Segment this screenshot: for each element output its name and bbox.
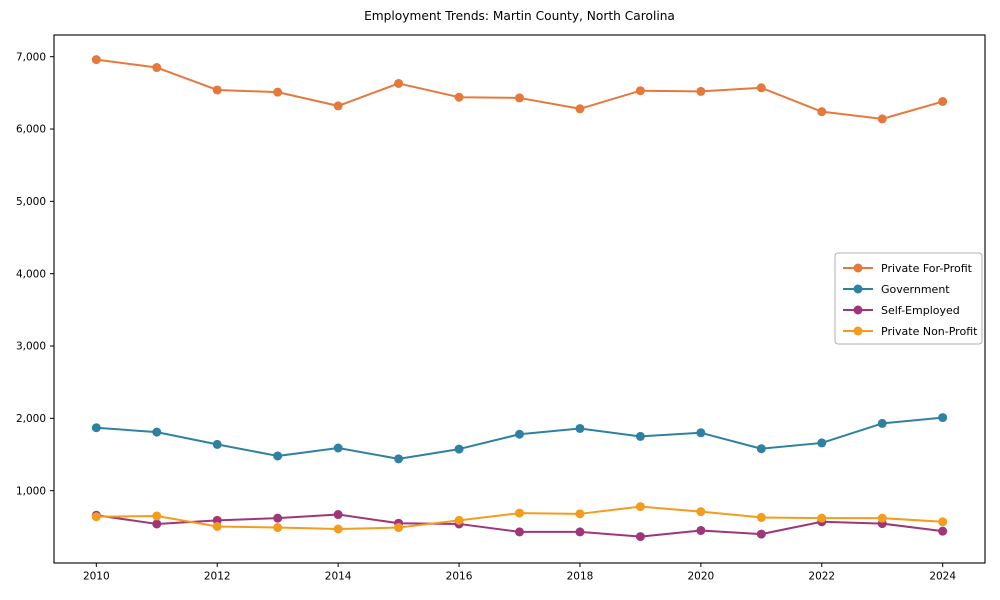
data-point-marker <box>212 439 222 449</box>
y-tick-label: 4,000 <box>16 268 46 280</box>
legend-marker-icon <box>853 326 863 336</box>
x-tick-label: 2024 <box>929 571 956 583</box>
data-point-marker <box>273 87 283 97</box>
data-point-marker <box>635 502 645 512</box>
data-point-marker <box>575 527 585 537</box>
legend-item-label: Self-Employed <box>881 304 960 317</box>
y-tick-label: 5,000 <box>16 196 46 208</box>
data-point-marker <box>515 429 524 439</box>
data-point-marker <box>333 101 343 111</box>
y-tick-label: 7,000 <box>16 51 46 63</box>
data-point-marker <box>817 107 827 117</box>
x-tick-label: 2012 <box>204 571 231 583</box>
data-point-marker <box>635 431 645 441</box>
legend-item-label: Private For-Profit <box>881 262 973 275</box>
data-point-marker <box>515 527 524 537</box>
x-tick-label: 2020 <box>687 571 714 583</box>
data-point-marker <box>394 454 404 464</box>
data-point-marker <box>877 114 887 124</box>
y-tick-label: 1,000 <box>16 485 46 497</box>
data-point-marker <box>212 85 222 95</box>
data-point-marker <box>394 78 404 88</box>
data-point-marker <box>91 55 101 65</box>
data-point-marker <box>333 443 343 453</box>
legend-marker-icon <box>853 263 863 273</box>
legend-item-label: Private Non-Profit <box>881 325 978 338</box>
data-point-marker <box>273 451 283 461</box>
data-point-marker <box>454 92 464 102</box>
data-point-marker <box>454 515 464 525</box>
data-point-marker <box>454 444 464 454</box>
data-point-marker <box>938 97 948 107</box>
data-point-marker <box>938 517 948 527</box>
data-point-marker <box>817 513 827 523</box>
data-point-marker <box>273 513 283 523</box>
y-tick-label: 3,000 <box>16 341 46 353</box>
data-point-marker <box>152 427 162 437</box>
legend-item-label: Government <box>881 283 950 296</box>
legend-box <box>834 252 983 345</box>
series-line-private-for-profit <box>95 58 944 120</box>
data-point-marker <box>575 104 585 114</box>
data-point-marker <box>696 507 706 517</box>
data-point-marker <box>696 86 706 96</box>
data-point-marker <box>212 515 222 525</box>
y-tick-label: 2,000 <box>16 413 46 425</box>
legend-marker-icon <box>853 305 863 315</box>
data-point-marker <box>91 423 101 433</box>
data-point-marker <box>575 423 585 433</box>
data-point-marker <box>515 93 524 103</box>
x-tick-label: 2014 <box>325 571 352 583</box>
data-point-marker <box>938 413 948 423</box>
data-point-marker <box>877 513 887 523</box>
chart-title: Employment Trends: Martin County, North … <box>364 9 675 23</box>
data-point-marker <box>756 444 766 454</box>
data-point-marker <box>756 529 766 539</box>
data-point-marker <box>756 512 766 522</box>
data-point-marker <box>152 519 162 529</box>
data-point-marker <box>152 511 162 521</box>
data-point-marker <box>938 526 948 536</box>
x-tick-label: 2018 <box>567 571 594 583</box>
data-point-marker <box>394 523 404 533</box>
data-point-marker <box>817 438 827 448</box>
data-point-marker <box>696 525 706 535</box>
data-point-marker <box>152 63 162 73</box>
x-tick-label: 2010 <box>83 571 110 583</box>
data-point-marker <box>877 418 887 428</box>
legend-marker-icon <box>853 284 863 294</box>
x-tick-label: 2022 <box>808 571 835 583</box>
data-point-marker <box>635 532 645 542</box>
y-tick-label: 6,000 <box>16 124 46 136</box>
data-point-marker <box>515 508 524 518</box>
data-point-marker <box>333 524 343 534</box>
data-point-marker <box>273 523 283 533</box>
data-point-marker <box>333 510 343 520</box>
data-point-marker <box>696 428 706 438</box>
data-point-marker <box>91 512 101 522</box>
data-point-marker <box>756 83 766 93</box>
data-point-marker <box>212 521 222 531</box>
x-tick-label: 2016 <box>446 571 473 583</box>
data-point-marker <box>575 509 585 519</box>
data-point-marker <box>635 86 645 96</box>
axes-frame <box>53 34 986 564</box>
